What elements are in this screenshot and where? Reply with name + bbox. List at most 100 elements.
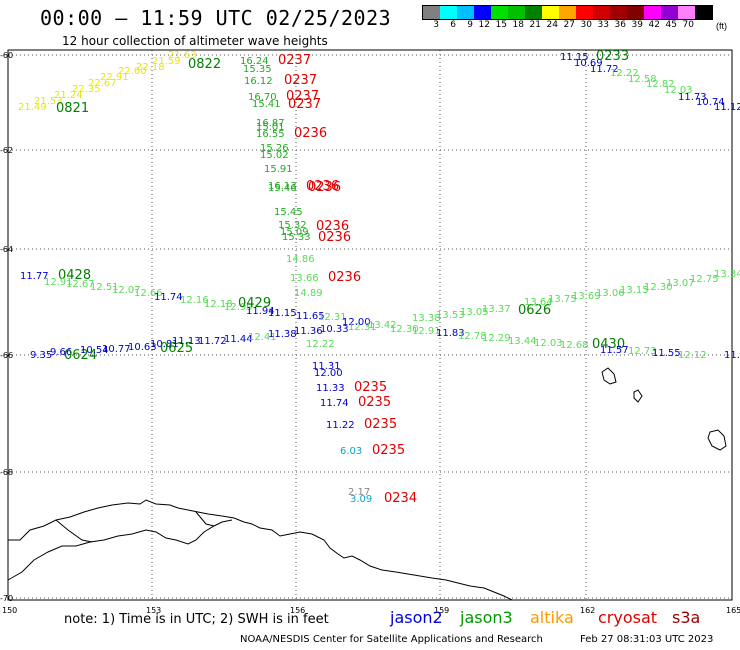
wave-height-value: 6.03 xyxy=(340,446,362,457)
wave-height-value: 21.24 xyxy=(54,90,83,101)
legend-swatch xyxy=(661,6,678,19)
wave-height-value: 12.78 xyxy=(458,331,487,342)
wave-height-value: 10.69 xyxy=(574,58,603,69)
latitude-tick: -64 xyxy=(0,245,13,254)
latitude-tick: -68 xyxy=(0,468,13,477)
wave-height-value: 12.99 xyxy=(224,302,253,313)
wave-height-value: 12.18 xyxy=(204,299,233,310)
y-tick-labels: -60 -62 -64 -66 -68 -70 xyxy=(0,51,13,603)
wave-height-value: 11.55 xyxy=(652,348,681,359)
pass-time-label: 0235 xyxy=(372,443,405,458)
longitude-tick: 159 xyxy=(434,606,449,615)
wave-height-value: 11.22 xyxy=(326,420,355,431)
legend-swatch xyxy=(678,6,695,19)
legend-swatch xyxy=(576,6,593,19)
pass-time-label: 0236 xyxy=(306,179,339,194)
wave-height-value: 3.09 xyxy=(350,494,372,505)
wave-height-value: 15.33 xyxy=(282,232,311,243)
wave-height-value: 11.74 xyxy=(320,398,349,409)
wave-height-value: 11.72 xyxy=(198,336,227,347)
wave-height-value: 16.70 xyxy=(248,92,277,103)
wave-height-value: 12.03 xyxy=(664,85,693,96)
wave-height-value: 10.54 xyxy=(80,345,109,356)
wave-height-value: 14.89 xyxy=(294,288,323,299)
island-balleny-3 xyxy=(707,429,727,451)
wave-height-value: 11.44 xyxy=(224,334,253,345)
wave-height-value: 14.86 xyxy=(286,254,315,265)
map-subtitle: 12 hour collection of altimeter wave hei… xyxy=(62,34,328,48)
island-balleny-2 xyxy=(633,389,643,403)
legend-swatch xyxy=(491,6,508,19)
wave-height-value: 11.15 xyxy=(560,52,589,63)
wave-height-value: 10.63 xyxy=(128,342,157,353)
wave-height-value: 2.17 xyxy=(348,487,370,498)
wave-height-value: 13.37 xyxy=(482,304,511,315)
wave-height-value: 12.41 xyxy=(248,332,277,343)
legend-color-bar xyxy=(422,5,713,20)
wave-height-value: 22.91 xyxy=(100,72,129,83)
pass-time-label: 0236 xyxy=(318,230,351,245)
legend-unit: (ft) xyxy=(716,21,727,31)
wave-height-value: 12.31 xyxy=(318,312,347,323)
legend-swatch xyxy=(508,6,525,19)
wave-height-value: 15.26 xyxy=(260,143,289,154)
legend-tick-labels: 3 6 9 12 15 18 21 24 27 30 33 36 39 42 45 70 xyxy=(422,20,713,30)
wave-height-value: 10.33 xyxy=(320,324,349,335)
pass-time-label: 0626 xyxy=(518,303,551,318)
satellite-altika: altika xyxy=(530,608,574,627)
wave-height-value: 13.44 xyxy=(508,336,537,347)
wave-height-value: 13.34 xyxy=(714,269,740,280)
wave-height-value: 15.35 xyxy=(243,64,272,75)
wave-height-value: 13.42 xyxy=(368,320,397,331)
wave-height-value: 12.67 xyxy=(66,279,95,290)
wave-height-value: 16.12 xyxy=(244,76,273,87)
generated-timestamp: Feb 27 08:31:03 UTC 2023 xyxy=(580,634,714,645)
wave-height-value: 11.36 xyxy=(294,326,323,337)
longitude-tick: 165 xyxy=(726,606,740,615)
pass-time-label: 0428 xyxy=(58,268,91,283)
wave-height-value: 11.31 xyxy=(312,361,341,372)
wave-height-value: 15.46 xyxy=(268,183,297,194)
wave-height-value: 9.35 xyxy=(30,350,52,361)
wave-height-value: 12.82 xyxy=(646,79,675,90)
wave-height-value: 12.66 xyxy=(134,288,163,299)
latitude-tick: -66 xyxy=(0,351,13,360)
pass-time-label: 0236 xyxy=(328,270,361,285)
legend-tick: 6 xyxy=(450,20,456,30)
wave-height-value: 12.58 xyxy=(628,74,657,85)
legend-tick: 24 xyxy=(546,20,558,30)
map-frame xyxy=(7,49,733,601)
wave-height-value: 12.00 xyxy=(342,317,371,328)
color-legend: 3 6 9 12 15 18 21 24 27 30 33 36 39 42 45 70 (ft) xyxy=(422,5,727,31)
wave-height-value: 12.16 xyxy=(180,295,209,306)
wave-height-value: 11.73 xyxy=(678,92,707,103)
longitude-tick: 150 xyxy=(2,606,17,615)
satellite-jason2: jason2 xyxy=(390,608,443,627)
wave-height-value: 10.81 xyxy=(150,339,179,350)
wave-height-value: 12.30 xyxy=(644,282,673,293)
wave-height-value: 16.87 xyxy=(256,118,285,129)
wave-height-value: 16.13 xyxy=(268,181,297,192)
wave-height-value: 15.91 xyxy=(264,164,293,175)
pass-time-label: 0236 xyxy=(316,219,349,234)
ice-shelf-detail-2 xyxy=(55,519,93,543)
x-tick-labels: 150 153 156 159 162 165 xyxy=(2,606,740,615)
wave-height-value: 12.03 xyxy=(534,338,563,349)
wave-height-value: 11.15 xyxy=(268,308,297,319)
pass-time-label: 0233 xyxy=(596,49,629,64)
wave-height-value: 13.69 xyxy=(572,291,601,302)
wave-height-value: 13.38 xyxy=(412,313,441,324)
wave-height-value: 12.07 xyxy=(112,285,141,296)
wave-height-value: 15.32 xyxy=(278,220,307,231)
pass-time-label: 0237 xyxy=(288,97,321,112)
wave-height-value: 11.65 xyxy=(296,311,325,322)
legend-tick: 9 xyxy=(467,20,473,30)
wave-height-value: 22.35 xyxy=(72,84,101,95)
credit-text: NOAA/NESDIS Center for Satellite Applica… xyxy=(240,634,543,645)
legend-swatch xyxy=(525,6,542,19)
longitude-tick: 153 xyxy=(146,606,161,615)
ice-shelf-detail-3 xyxy=(195,511,215,527)
pass-time-label: 0234 xyxy=(384,491,417,506)
wave-height-value: 16.24 xyxy=(240,56,269,67)
